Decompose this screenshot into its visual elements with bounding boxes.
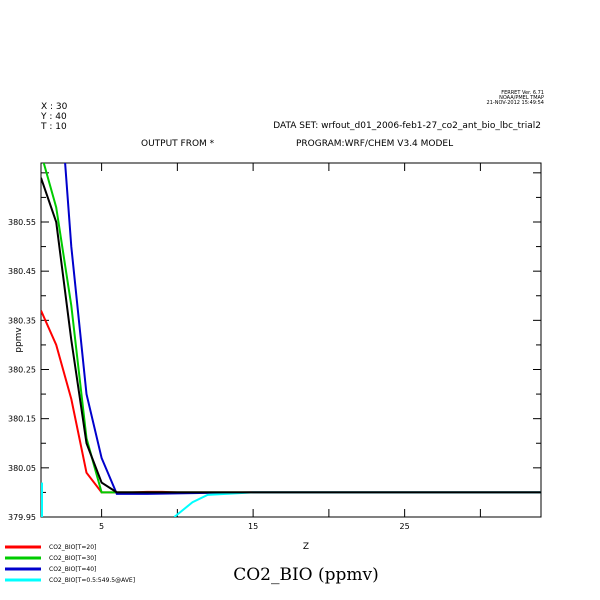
x-tick-label: 15	[248, 522, 258, 531]
y-axis: 379.95 380.05 380.15 380.25 380.35 380.45 380.…	[8, 172, 541, 522]
ferret-org: NOAA/PMEL TMAP	[499, 95, 544, 101]
y-tick-label: 380.25	[8, 366, 36, 375]
ferret-date: 21-NOV-2012 15:49:54	[487, 100, 544, 106]
y-coordinate: Y : 40	[40, 112, 67, 122]
series-line-5	[41, 177, 541, 494]
dataset-label: DATA SET: wrfout_d01_2006-feb1-27_co2_an…	[273, 121, 541, 131]
x-tick-label: 5	[99, 522, 104, 531]
program-label: PROGRAM:WRF/CHEM V3.4 MODEL	[296, 139, 453, 149]
series-line-4	[173, 491, 541, 517]
legend-label: CO2_BIO[T=40]	[49, 566, 96, 573]
y-axis-label: ppmv	[14, 327, 24, 353]
y-tick-label: 380.45	[8, 267, 36, 276]
series-line-3	[64, 163, 541, 495]
chart-title: CO2_BIO (ppmv)	[233, 565, 379, 585]
x-axis-label: Z	[303, 542, 309, 552]
legend-label: CO2_BIO[T=20]	[49, 544, 96, 551]
legend-label: CO2_BIO[T=30]	[49, 555, 96, 562]
y-tick-label: 380.05	[8, 464, 36, 473]
x-axis: 5 15 25	[99, 163, 481, 531]
x-tick-label: 25	[400, 522, 410, 531]
series-line-1	[41, 310, 541, 494]
legend-label: CO2_BIO[T=0.5:549.5@AVE]	[49, 577, 135, 584]
legend: CO2_BIO[T=20] CO2_BIO[T=30] CO2_BIO[T=40] C…	[5, 544, 135, 584]
x-coordinate: X : 30	[41, 102, 68, 112]
y-tick-label: 379.95	[8, 513, 36, 522]
output-from-label: OUTPUT FROM *	[141, 139, 215, 149]
series-line-2	[42, 163, 541, 494]
y-tick-label: 380.35	[8, 316, 36, 325]
y-tick-label: 380.55	[8, 218, 36, 227]
plot-frame	[40, 162, 542, 518]
t-coordinate: T : 10	[40, 122, 67, 132]
y-tick-label: 380.15	[8, 415, 36, 424]
plot-series	[41, 163, 541, 517]
ferret-version: FERRET Ver. 6.71	[501, 90, 544, 96]
